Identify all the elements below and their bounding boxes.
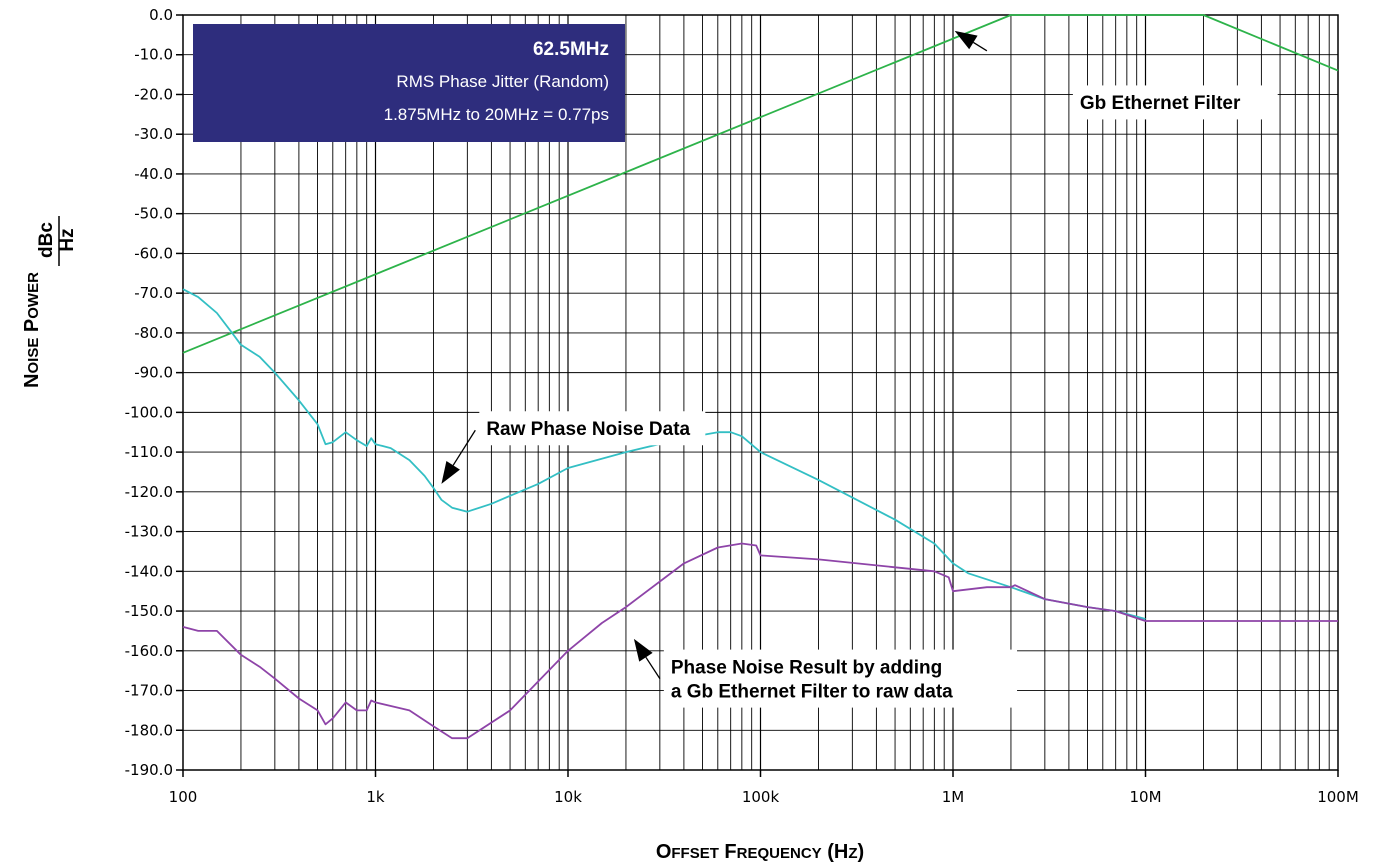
annotation-label-line: Phase Noise Result by adding — [671, 657, 942, 678]
annotation-arrow-head — [441, 461, 460, 484]
info-frequency: 62.5MHz — [533, 39, 609, 60]
y-tick-label: -40.0 — [134, 165, 173, 183]
y-tick-label: -10.0 — [134, 46, 173, 64]
axis-title-part: N — [21, 373, 43, 387]
axis-title-part: O — [656, 841, 672, 863]
y-tick-label: -150.0 — [125, 602, 173, 620]
x-axis-ticks: 100 1k 10k 100k 1M 10M 100M — [169, 770, 1359, 806]
y-tick-label: -190.0 — [125, 761, 173, 779]
y-axis-unit-numerator: dBc — [36, 222, 57, 258]
y-axis-ticks: 0.0 -10.0 -20.0 -30.0 -40.0 -50.0 -60.0 -70.0 -8… — [125, 6, 183, 779]
x-tick-label: 100 — [169, 788, 198, 806]
series-layer — [182, 14, 1339, 740]
y-tick-label: -60.0 — [134, 244, 173, 262]
axis-title-part: FFSET — [671, 845, 719, 862]
y-tick-label: -20.0 — [134, 85, 173, 103]
y-tick-label: -130.0 — [125, 523, 173, 541]
axis-title-part: OWER — [25, 272, 42, 319]
y-axis-unit-denominator: Hz — [57, 228, 78, 251]
y-tick-label: -100.0 — [125, 403, 173, 421]
y-tick-label: -180.0 — [125, 721, 173, 739]
x-tick-label: 100k — [742, 788, 780, 806]
series-result-line — [182, 542, 1338, 740]
axis-title-part: Z — [848, 845, 857, 862]
info-box-background — [193, 24, 625, 142]
series-filter-line — [182, 14, 1339, 354]
axis-title-part: (H — [822, 841, 849, 863]
annotation-arrow-head — [633, 638, 653, 662]
annotation-arrow-line — [452, 429, 476, 466]
axis-title-part: P — [21, 319, 43, 338]
x-tick-label: 100M — [1317, 788, 1359, 806]
annotation-label-line: Raw Phase Noise Data — [486, 419, 690, 440]
y-axis-title-text: NOISE POWER — [21, 272, 43, 388]
y-tick-label: -160.0 — [125, 642, 173, 660]
annotation-label-background — [1072, 85, 1278, 120]
axis-title-part: OISE — [25, 338, 42, 374]
y-tick-label: 0.0 — [149, 6, 173, 24]
y-tick-label: -170.0 — [125, 682, 173, 700]
annotation-arrow-line — [973, 41, 988, 52]
annotation-arrow-line — [645, 656, 661, 679]
series-raw-line — [182, 288, 1146, 620]
annotation-label-line: a Gb Ethernet Filter to raw data — [671, 681, 953, 702]
x-tick-label: 1M — [942, 788, 965, 806]
annotation-label-background — [479, 411, 706, 446]
axis-title-part: ) — [858, 841, 865, 863]
annotation-layer: Gb Ethernet Filter Raw Phase Noise Data Ph… — [441, 30, 1278, 708]
y-tick-label: -30.0 — [134, 125, 173, 143]
y-tick-label: -140.0 — [125, 562, 173, 580]
annotation-label-line: Gb Ethernet Filter — [1080, 93, 1241, 114]
y-tick-label: -50.0 — [134, 205, 173, 223]
y-tick-label: -120.0 — [125, 483, 173, 501]
x-tick-label: 1k — [366, 788, 385, 806]
annotation-raw-label: Raw Phase Noise Data — [441, 411, 706, 484]
axis-title-part: F — [719, 841, 737, 863]
axis-title-part: REQUENCY — [737, 845, 822, 862]
x-tick-label: 10k — [554, 788, 582, 806]
info-jitter-value: 1.875MHz to 20MHz = 0.77ps — [384, 105, 609, 124]
y-axis-title: NOISE POWER dBc Hz — [21, 216, 78, 388]
info-box: 62.5MHz RMS Phase Jitter (Random) 1.875M… — [193, 24, 625, 142]
y-tick-label: -110.0 — [125, 443, 173, 461]
y-tick-label: -90.0 — [134, 364, 173, 382]
x-axis-title: OFFSET FREQUENCY (HZ) — [656, 841, 864, 863]
annotation-label-background — [663, 649, 1018, 708]
annotation-arrow-head — [954, 30, 978, 50]
x-tick-label: 10M — [1129, 788, 1161, 806]
y-tick-label: -70.0 — [134, 284, 173, 302]
y-tick-label: -80.0 — [134, 324, 173, 342]
info-jitter-title: RMS Phase Jitter (Random) — [396, 72, 609, 91]
annotation-filter-label: Gb Ethernet Filter — [954, 30, 1278, 120]
annotation-result-label: Phase Noise Result by adding a Gb Etherne… — [633, 638, 1018, 708]
